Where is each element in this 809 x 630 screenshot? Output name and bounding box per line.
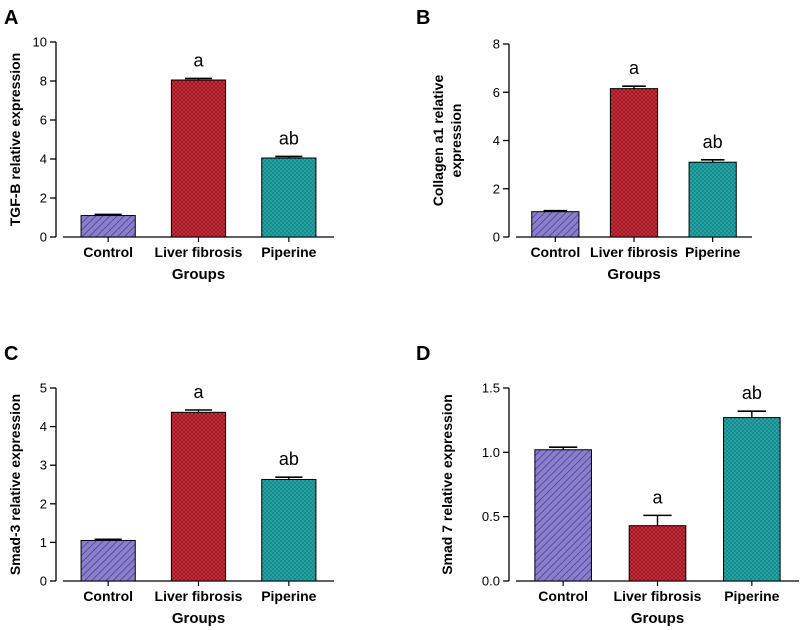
panel-a-sig-label-liver-fibrosis: a <box>193 50 204 70</box>
panel-d-y-tick-label: 1.0 <box>482 445 500 460</box>
panel-b: B 0 2 4 6 8 Control a Liver fibrosis ab Piperine Gr… <box>416 7 752 283</box>
panel-b-y-tick-label: 4 <box>493 133 500 148</box>
panel-d-bar-piperine <box>723 417 781 582</box>
panel-a-x-tick-label-piperine: Piperine <box>261 244 316 260</box>
panel-b-bar-piperine <box>688 161 737 238</box>
panel-b-sig-label-liver-fibrosis: a <box>629 58 640 78</box>
panel-a-y-tick-label: 2 <box>40 191 47 206</box>
panel-a-x-axis-title: Groups <box>172 266 225 283</box>
panel-c-y-axis-title: Smad-3 relative expression <box>7 394 23 575</box>
panel-d-sig-label-piperine: ab <box>742 383 762 403</box>
panel-b-y-tick-label: 2 <box>493 181 500 196</box>
panel-d-y-tick-label: 1.5 <box>482 381 500 396</box>
panel-d-x-tick-label-liver-fibrosis: Liver fibrosis <box>614 588 702 604</box>
panel-a-bar-control <box>80 215 136 238</box>
panel-d-y-tick-label: 0.0 <box>482 574 500 589</box>
panel-c-letter: C <box>4 343 18 365</box>
panel-c-x-tick-label-piperine: Piperine <box>261 588 316 604</box>
panel-c-sig-label-liver-fibrosis: a <box>193 382 204 402</box>
panel-b-y-axis-title: Collagen a1 relative <box>430 75 446 207</box>
panel-c-y-tick-label: 4 <box>40 419 47 434</box>
panel-c-bar-piperine <box>261 478 317 582</box>
panel-b-y-tick-label: 6 <box>493 85 500 100</box>
panel-d-sig-label-liver-fibrosis: a <box>652 487 663 507</box>
panel-b-x-axis-title: Groups <box>607 266 660 283</box>
panel-c-y-tick-label: 3 <box>40 458 47 473</box>
panel-a-letter: A <box>4 7 18 29</box>
panel-a-y-axis-title: TGF-B relative expression <box>7 53 23 227</box>
panel-a-x-tick-label-control: Control <box>83 244 133 260</box>
panel-a-y-tick-label: 0 <box>40 230 47 245</box>
panel-b-y-tick-label: 0 <box>493 230 500 245</box>
panel-b-y-tick-label: 8 <box>493 37 500 52</box>
panel-d-y-tick-label: 0.5 <box>482 509 500 524</box>
panel-a-x-tick-label-liver-fibrosis: Liver fibrosis <box>155 244 243 260</box>
panel-a-sig-label-piperine: ab <box>279 128 299 148</box>
panel-d-bar-control <box>534 449 592 582</box>
panel-b-bar-liver-fibrosis <box>609 88 659 238</box>
panel-a-bar-piperine <box>261 157 317 238</box>
panel-a-y-tick-label: 6 <box>40 113 47 128</box>
panel-a-y-tick-label: 8 <box>40 74 47 89</box>
panel-b-letter: B <box>416 7 430 29</box>
panel-c-y-tick-label: 1 <box>40 535 47 550</box>
panel-c-x-tick-label-control: Control <box>83 588 133 604</box>
panel-c-y-tick-label: 2 <box>40 496 47 511</box>
panel-b-x-tick-label-control: Control <box>530 244 580 260</box>
panel-c-bar-control <box>80 539 136 582</box>
panel-c: C 0 1 2 3 4 5 Control a Liver fibrosis ab Piperine G… <box>4 343 334 627</box>
panel-a: A 0 2 4 6 8 10 Control a Liver fibrosis ab Piperine… <box>4 7 334 283</box>
panel-b-x-tick-label-liver-fibrosis: Liver fibrosis <box>590 244 678 260</box>
panel-c-y-tick-label: 0 <box>40 574 47 589</box>
panel-b-y-axis-title: expression <box>448 104 464 178</box>
panel-d-bar-liver-fibrosis <box>628 525 687 582</box>
panel-d: D 0.0 0.5 1.0 1.5 Control a Liver fibrosis ab Pip… <box>416 343 799 627</box>
panel-d-x-axis-title: Groups <box>631 610 684 627</box>
panel-c-x-axis-title: Groups <box>172 610 225 627</box>
panel-d-y-axis-title: Smad 7 relative expression <box>439 394 455 575</box>
panel-a-y-tick-label: 10 <box>33 35 47 50</box>
panel-c-x-tick-label-liver-fibrosis: Liver fibrosis <box>155 588 243 604</box>
panel-d-x-tick-label-control: Control <box>538 588 588 604</box>
panel-b-bar-control <box>531 211 580 238</box>
panel-c-bar-liver-fibrosis <box>170 411 227 582</box>
panel-a-y-tick-label: 4 <box>40 152 47 167</box>
panel-a-bar-liver-fibrosis <box>170 79 227 238</box>
panel-d-letter: D <box>416 343 430 365</box>
panel-c-sig-label-piperine: ab <box>279 449 299 469</box>
panel-b-x-tick-label-piperine: Piperine <box>685 244 740 260</box>
panel-d-x-tick-label-piperine: Piperine <box>724 588 779 604</box>
panel-b-sig-label-piperine: ab <box>703 132 723 152</box>
panel-c-y-tick-label: 5 <box>40 381 47 396</box>
